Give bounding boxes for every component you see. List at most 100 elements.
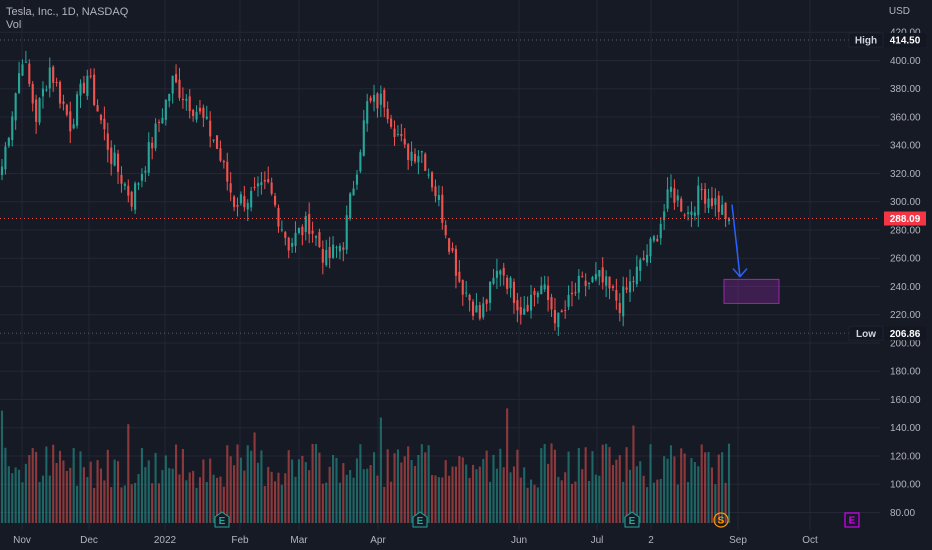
candle-body xyxy=(106,133,109,150)
price-tick-label: 360.00 xyxy=(890,112,921,123)
volume-bar xyxy=(89,461,92,523)
volume-bar xyxy=(239,457,242,523)
candle-body xyxy=(475,305,478,313)
price-tick-label: 280.00 xyxy=(890,225,921,236)
candle-body xyxy=(611,286,615,288)
candle-body xyxy=(178,79,181,98)
candle-body xyxy=(222,160,225,163)
projection-arrow[interactable] xyxy=(731,204,741,277)
volume-bar xyxy=(359,444,362,523)
volume-bar xyxy=(553,449,556,523)
candle-body xyxy=(451,247,454,251)
volume-bar xyxy=(601,444,604,523)
volume-bar xyxy=(482,459,485,523)
projection-box[interactable] xyxy=(723,278,780,304)
volume-bar xyxy=(710,467,713,523)
candle-body xyxy=(318,232,321,248)
earnings-badge-glyph: E xyxy=(849,516,856,527)
volume-bar xyxy=(523,467,526,523)
candle-body xyxy=(4,146,7,170)
candle-body xyxy=(89,75,92,77)
candle-body xyxy=(635,266,638,285)
volume-bar xyxy=(147,460,150,523)
volume-bar xyxy=(714,484,717,523)
candle-body xyxy=(246,203,249,210)
candle-body xyxy=(516,300,519,311)
candle-body xyxy=(673,188,676,203)
split-badge[interactable]: S xyxy=(713,512,729,528)
user-drawings[interactable] xyxy=(723,204,780,304)
price-tick-label: 240.00 xyxy=(890,282,921,293)
candle-body xyxy=(410,151,413,161)
split-badge-glyph: S xyxy=(718,516,725,527)
volume-legend[interactable]: Vol xyxy=(6,19,22,31)
candle-body xyxy=(666,189,669,209)
volume-bar xyxy=(28,455,31,523)
candle-body xyxy=(492,277,495,284)
volume-bar xyxy=(727,443,731,523)
volume-bar xyxy=(171,468,174,523)
candle-body xyxy=(171,75,174,94)
volume-bar xyxy=(458,456,461,523)
candle-body xyxy=(663,211,666,221)
time-tick-label: Mar xyxy=(290,535,308,546)
candle-body xyxy=(669,186,673,192)
candle-body xyxy=(379,93,382,105)
candle-body xyxy=(236,204,239,207)
volume-bar xyxy=(35,451,38,523)
volume-bar xyxy=(485,450,488,523)
currency-label: USD xyxy=(888,6,910,17)
price-axis[interactable]: 420.00400.00380.00360.00340.00320.00300.… xyxy=(848,28,926,519)
candle-body xyxy=(123,183,126,186)
volume-bar xyxy=(697,466,700,523)
upcoming-earnings-badge[interactable]: E xyxy=(844,512,860,528)
volume-bar xyxy=(444,460,447,523)
volume-bar xyxy=(287,450,290,523)
volume-bar xyxy=(161,470,164,523)
candle-body xyxy=(676,195,679,201)
volume-bar xyxy=(567,451,570,523)
volume-bar xyxy=(291,459,294,523)
volume-bar xyxy=(615,459,618,523)
volume-bar xyxy=(451,466,454,523)
projection-arrowhead xyxy=(732,268,748,278)
symbol-title[interactable]: Tesla, Inc., 1D, NASDAQ xyxy=(6,6,129,18)
candle-body xyxy=(345,215,348,250)
earnings-badge[interactable]: E xyxy=(412,511,428,528)
volume-bar xyxy=(605,443,608,523)
candle-body xyxy=(465,292,468,294)
volume-bars xyxy=(0,408,731,523)
candle-body xyxy=(277,207,280,227)
volume-bar xyxy=(386,449,389,523)
time-axis[interactable]: Nov Dec 2022 Feb Mar Apr Jun Jul 2 Sep Oct xyxy=(13,535,818,546)
volume-bar xyxy=(577,447,580,523)
volume-bar xyxy=(21,482,24,523)
volume-bar xyxy=(198,477,202,523)
candle-body xyxy=(584,280,587,287)
time-tick-label: Jul xyxy=(591,535,604,546)
volume-bar xyxy=(277,472,280,523)
candle-body xyxy=(444,225,447,236)
earnings-badge[interactable]: E xyxy=(624,511,640,528)
volume-bar xyxy=(62,460,65,523)
earnings-badge[interactable]: E xyxy=(214,511,230,528)
candle-body xyxy=(308,213,311,235)
volume-bar xyxy=(383,486,386,523)
price-tick-label: 260.00 xyxy=(890,254,921,265)
candle-body xyxy=(253,186,256,188)
volume-bar xyxy=(666,458,669,523)
last-price-value-box xyxy=(884,211,926,226)
candle-body xyxy=(297,228,301,233)
candle-body xyxy=(31,83,34,104)
volume-bar xyxy=(335,457,338,523)
volume-bar xyxy=(454,466,458,523)
volume-bar xyxy=(226,445,229,523)
volume-bar xyxy=(465,464,468,523)
volume-bar xyxy=(294,476,297,523)
volume-bar xyxy=(471,464,475,523)
candle-body xyxy=(349,193,352,219)
price-tick-label: 380.00 xyxy=(890,84,921,95)
